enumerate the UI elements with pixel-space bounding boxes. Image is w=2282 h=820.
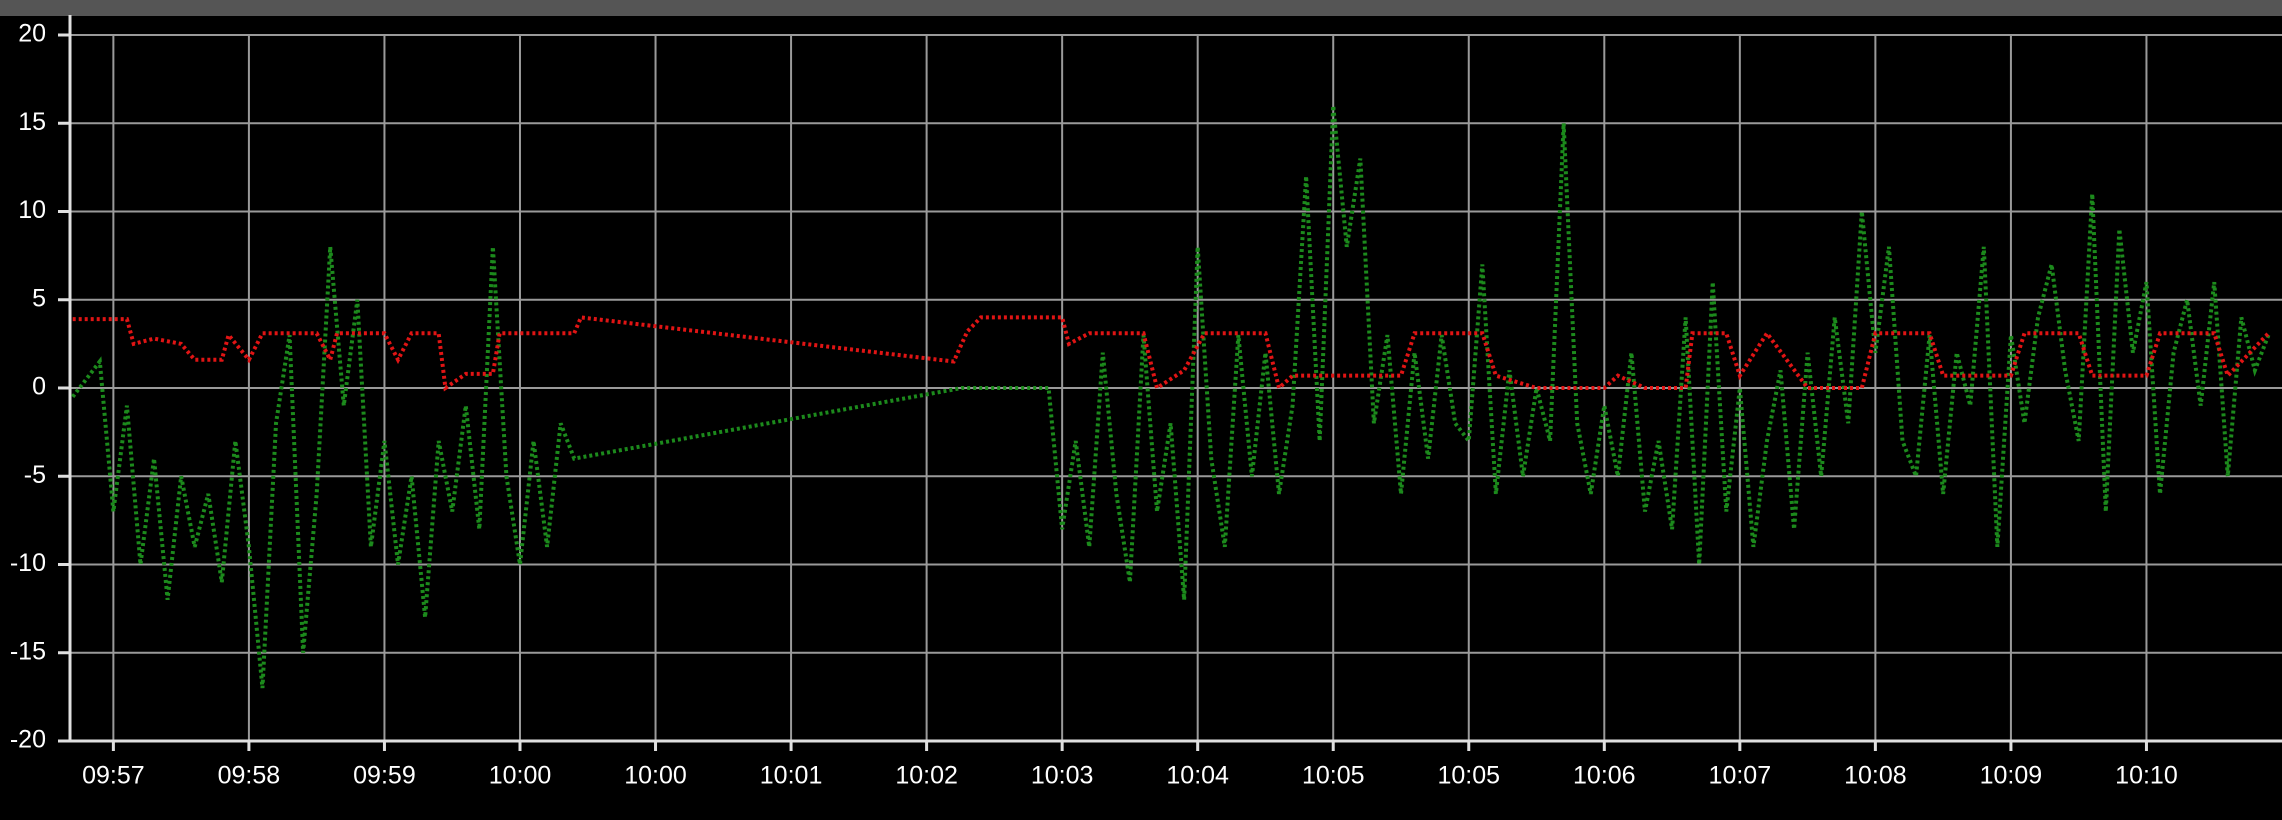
x-tick-label: 10:09: [1980, 762, 2043, 790]
top-bar: [0, 0, 2282, 16]
x-tick-label: 10:05: [1302, 762, 1365, 790]
x-tick-label: 10:00: [624, 762, 687, 790]
y-tick-label: 10: [18, 196, 46, 224]
x-tick-label: 10:10: [2115, 762, 2178, 790]
y-tick-label: 15: [18, 108, 46, 136]
y-tick-label: 20: [18, 20, 46, 48]
y-tick-label: -20: [10, 726, 46, 754]
series-line: [72, 315, 2270, 392]
x-tick-label: 10:05: [1437, 762, 1500, 790]
x-tick-label: 10:01: [760, 762, 823, 790]
y-tick-label: 0: [32, 373, 46, 401]
y-tick-label: 5: [32, 284, 46, 312]
x-tick-label: 10:02: [895, 762, 958, 790]
y-tick-label: -15: [10, 637, 46, 665]
y-tick-label: -10: [10, 549, 46, 577]
x-tick-label: 10:04: [1166, 762, 1229, 790]
x-tick-label: 10:07: [1709, 762, 1772, 790]
x-tick-label: 09:59: [353, 762, 416, 790]
x-tick-label: 10:03: [1031, 762, 1094, 790]
x-tick-label: 09:58: [218, 762, 281, 790]
series-line: [71, 105, 2271, 689]
x-tick-label: 10:08: [1844, 762, 1907, 790]
x-tick-label: 09:57: [82, 762, 145, 790]
y-tick-label: -5: [24, 461, 46, 489]
x-tick-label: 10:06: [1573, 762, 1636, 790]
x-tick-label: 10:00: [489, 762, 552, 790]
